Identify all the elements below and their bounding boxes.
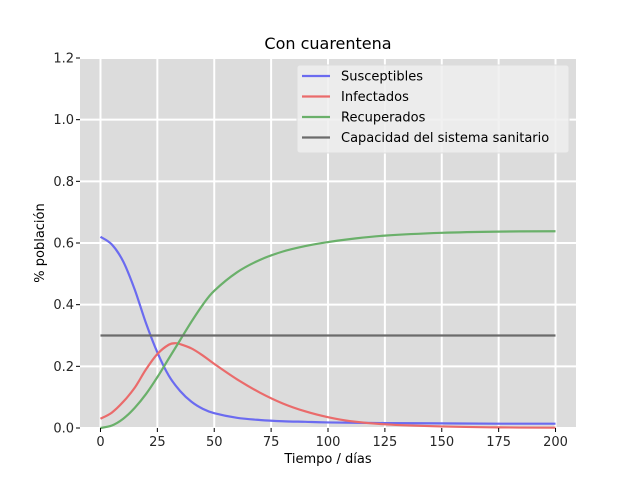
series-line-infectados	[99, 342, 556, 429]
legend-label: Capacidad del sistema sanitario	[341, 131, 549, 146]
series-layer	[99, 230, 556, 430]
x-axis-label: Tiempo / días	[283, 452, 371, 467]
legend-label: Recuperados	[341, 111, 426, 126]
y-axis-label: % población	[33, 203, 48, 282]
legend-label: Susceptibles	[341, 70, 423, 85]
legend-box	[296, 64, 570, 154]
legend-label: Infectados	[341, 90, 409, 105]
x-tick-label: 50	[206, 435, 223, 450]
series-line-recuperados	[100, 230, 556, 430]
chart-title: Con cuarentena	[264, 34, 391, 53]
x-tick-label: 0	[96, 435, 104, 450]
x-tick-label: 75	[263, 435, 280, 450]
x-tick-label: 125	[372, 435, 397, 450]
x-tick-label: 100	[316, 435, 341, 450]
x-tick-label: 150	[429, 435, 454, 450]
x-tick-label: 200	[543, 435, 568, 450]
x-tick-label: 175	[486, 435, 511, 450]
y-tick-label: 0.8	[53, 175, 74, 190]
y-tick-label: 0.6	[53, 237, 74, 252]
y-tick-label: 0.4	[53, 298, 74, 313]
legend: Susceptibles Infectados Recuperados Capacid…	[296, 64, 570, 154]
x-tick-label: 25	[149, 435, 166, 450]
y-tick-label: 1.0	[53, 113, 74, 128]
x-axis-ticks: 0 25 50 75 100 125 150 175 200	[96, 428, 568, 450]
y-axis-ticks: 0.0 0.2 0.4 0.6 0.8 1.0 1.2	[53, 52, 80, 437]
y-tick-label: 1.2	[53, 52, 74, 67]
y-tick-label: 0.2	[53, 360, 74, 375]
y-tick-label: 0.0	[53, 422, 74, 437]
